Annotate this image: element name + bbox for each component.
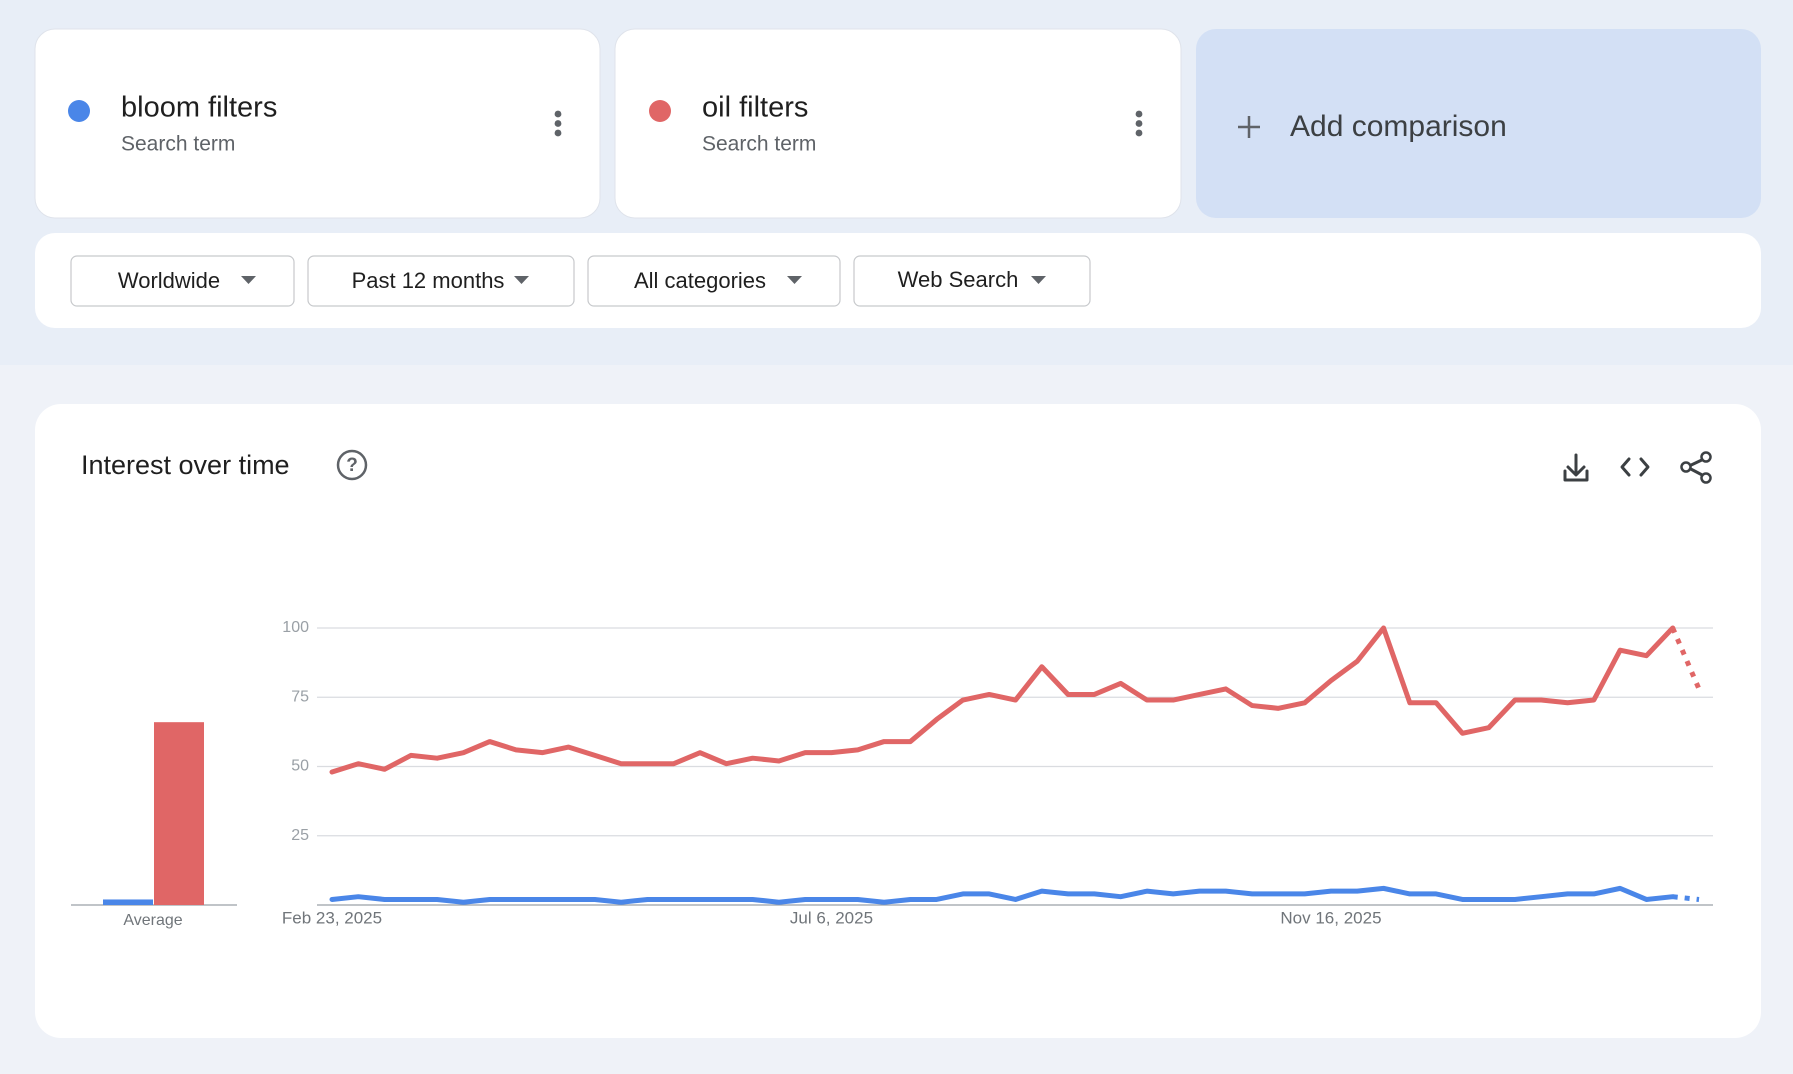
term-name: oil filters — [702, 92, 808, 124]
filter-label[interactable]: Web Search — [898, 267, 1019, 292]
chart-title: Interest over time — [81, 450, 290, 480]
filter-label[interactable]: Past 12 months — [352, 268, 505, 293]
y-tick-label: 100 — [282, 619, 309, 636]
y-tick-label: 75 — [291, 688, 309, 705]
download-icon[interactable] — [1563, 453, 1589, 482]
term-card[interactable] — [34, 28, 601, 219]
term-card[interactable] — [614, 28, 1182, 219]
x-tick-label: Nov 16, 2025 — [1280, 908, 1381, 927]
filter-button[interactable] — [587, 255, 841, 307]
add-comparison-card[interactable] — [1196, 29, 1761, 218]
term-color-dot — [68, 100, 90, 122]
more-menu[interactable] — [554, 110, 562, 137]
plot: 25 50 75 100 Feb 23, 2025 Jul 6, 2025 Nov 16, … — [103, 619, 1713, 927]
average-bar — [154, 722, 204, 905]
series-line — [329, 625, 1676, 775]
average-label: Average — [123, 912, 182, 929]
term-color-dot — [649, 100, 671, 122]
term-type: Search term — [702, 133, 816, 156]
filter-button[interactable] — [853, 255, 1091, 307]
x-tick-label: Feb 23, 2025 — [282, 908, 382, 927]
filter-button[interactable] — [307, 255, 575, 307]
embed-icon[interactable] — [1620, 457, 1650, 477]
chart-card — [35, 404, 1761, 1038]
average-bar — [103, 899, 153, 905]
more-menu[interactable] — [1135, 110, 1143, 137]
plus-icon — [1238, 116, 1260, 138]
y-tick-label: 25 — [291, 827, 309, 844]
filter-label[interactable]: All categories — [634, 268, 766, 293]
filter-button[interactable] — [70, 255, 295, 307]
series-line — [329, 885, 1676, 905]
help-icon[interactable]: ? — [336, 449, 368, 481]
filter-label[interactable]: Worldwide — [118, 268, 220, 293]
term-type: Search term — [121, 133, 235, 156]
share-icon[interactable] — [1680, 451, 1712, 484]
add-comparison-label[interactable]: Add comparison — [1290, 110, 1507, 143]
svg-text:?: ? — [346, 455, 358, 476]
y-tick-label: 50 — [291, 758, 309, 775]
dropdown-arrows — [241, 276, 1046, 284]
partial-segment — [1672, 894, 1700, 902]
x-tick-label: Jul 6, 2025 — [790, 908, 873, 927]
term-name: bloom filters — [121, 92, 277, 124]
